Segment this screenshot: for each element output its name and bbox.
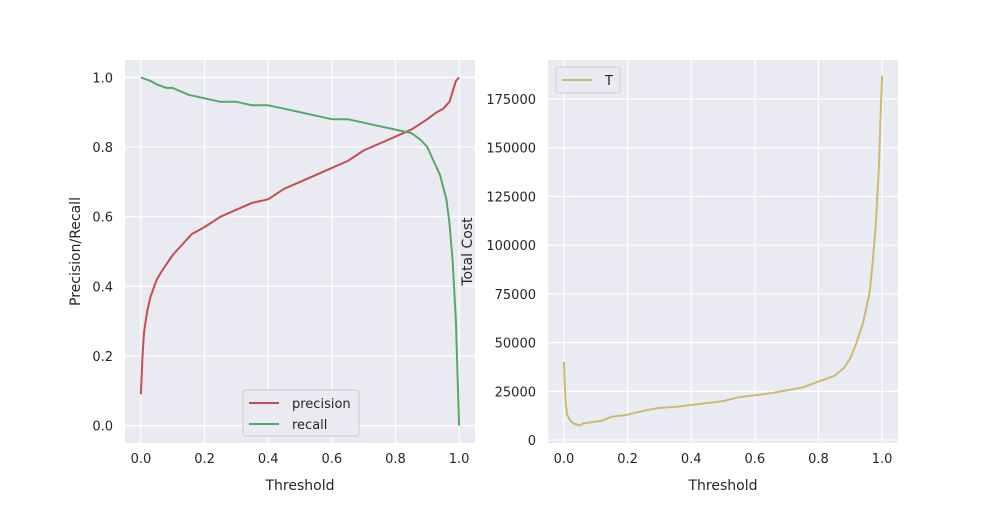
y-tick-label: 150000 — [486, 142, 536, 157]
x-tick-label: 0.0 — [131, 452, 152, 467]
series-lines — [562, 75, 884, 427]
y-tick-label: 0.8 — [92, 141, 113, 156]
y-axis-label: Precision/Recall — [68, 197, 84, 306]
series-lines — [139, 76, 461, 426]
legend: T — [555, 66, 621, 94]
y-tick-label: 175000 — [486, 93, 536, 108]
y-tick-label: 50000 — [495, 337, 536, 352]
legend-label-recall: recall — [292, 418, 327, 433]
x-tick-label: 0.4 — [258, 452, 279, 467]
y-tick-label: 25000 — [495, 385, 536, 400]
x-tick-label: 0.4 — [681, 452, 702, 467]
y-tick-label: 100000 — [486, 239, 536, 254]
x-tick-label: 0.0 — [554, 452, 575, 467]
y-tick-labels: 0 25000 50000 75000 100000 125000 150000 175000 — [486, 93, 536, 449]
legend: precision recall — [242, 389, 360, 437]
x-axis-label: Threshold — [265, 478, 335, 494]
series-line-recall — [140, 76, 461, 426]
y-tick-label: 1.0 — [92, 71, 113, 86]
grid-lines — [125, 60, 475, 443]
x-tick-labels: 0.0 0.2 0.4 0.6 0.8 1.0 — [554, 452, 893, 467]
y-axis-label: Total Cost — [460, 217, 476, 287]
y-tick-label: 0.2 — [92, 350, 113, 365]
plot-area — [548, 60, 898, 443]
y-tick-label: 0 — [528, 434, 536, 449]
y-tick-label: 0.4 — [92, 280, 113, 295]
y-tick-labels: 0.0 0.2 0.4 0.6 0.8 1.0 — [92, 71, 113, 434]
x-tick-label: 1.0 — [449, 452, 470, 467]
x-tick-label: 0.2 — [194, 452, 215, 467]
x-axis-label: Threshold — [688, 478, 758, 494]
x-tick-label: 0.8 — [385, 452, 406, 467]
series-line-t — [562, 75, 884, 427]
legend-label-precision: precision — [292, 397, 351, 412]
plot-area — [125, 60, 475, 443]
x-tick-label: 0.6 — [744, 452, 765, 467]
y-tick-label: 0.6 — [92, 211, 113, 226]
x-tick-label: 0.8 — [808, 452, 829, 467]
legend-label-t: T — [604, 74, 613, 89]
total-cost-chart: 0.0 0.2 0.4 0.6 0.8 1.0 0 25000 50000 75000 10000… — [460, 60, 898, 494]
x-tick-label: 0.2 — [617, 452, 638, 467]
x-tick-label: 0.6 — [321, 452, 342, 467]
grid-lines — [548, 60, 898, 443]
precision-recall-chart: 0.0 0.2 0.4 0.6 0.8 1.0 0.0 0.2 0.4 0.6 0.8 1.0 Th… — [68, 60, 475, 494]
y-tick-label: 0.0 — [92, 420, 113, 435]
x-tick-labels: 0.0 0.2 0.4 0.6 0.8 1.0 — [131, 452, 470, 467]
y-tick-label: 125000 — [486, 190, 536, 205]
x-tick-label: 1.0 — [872, 452, 893, 467]
y-tick-label: 75000 — [495, 288, 536, 303]
series-line-precision — [139, 76, 460, 395]
